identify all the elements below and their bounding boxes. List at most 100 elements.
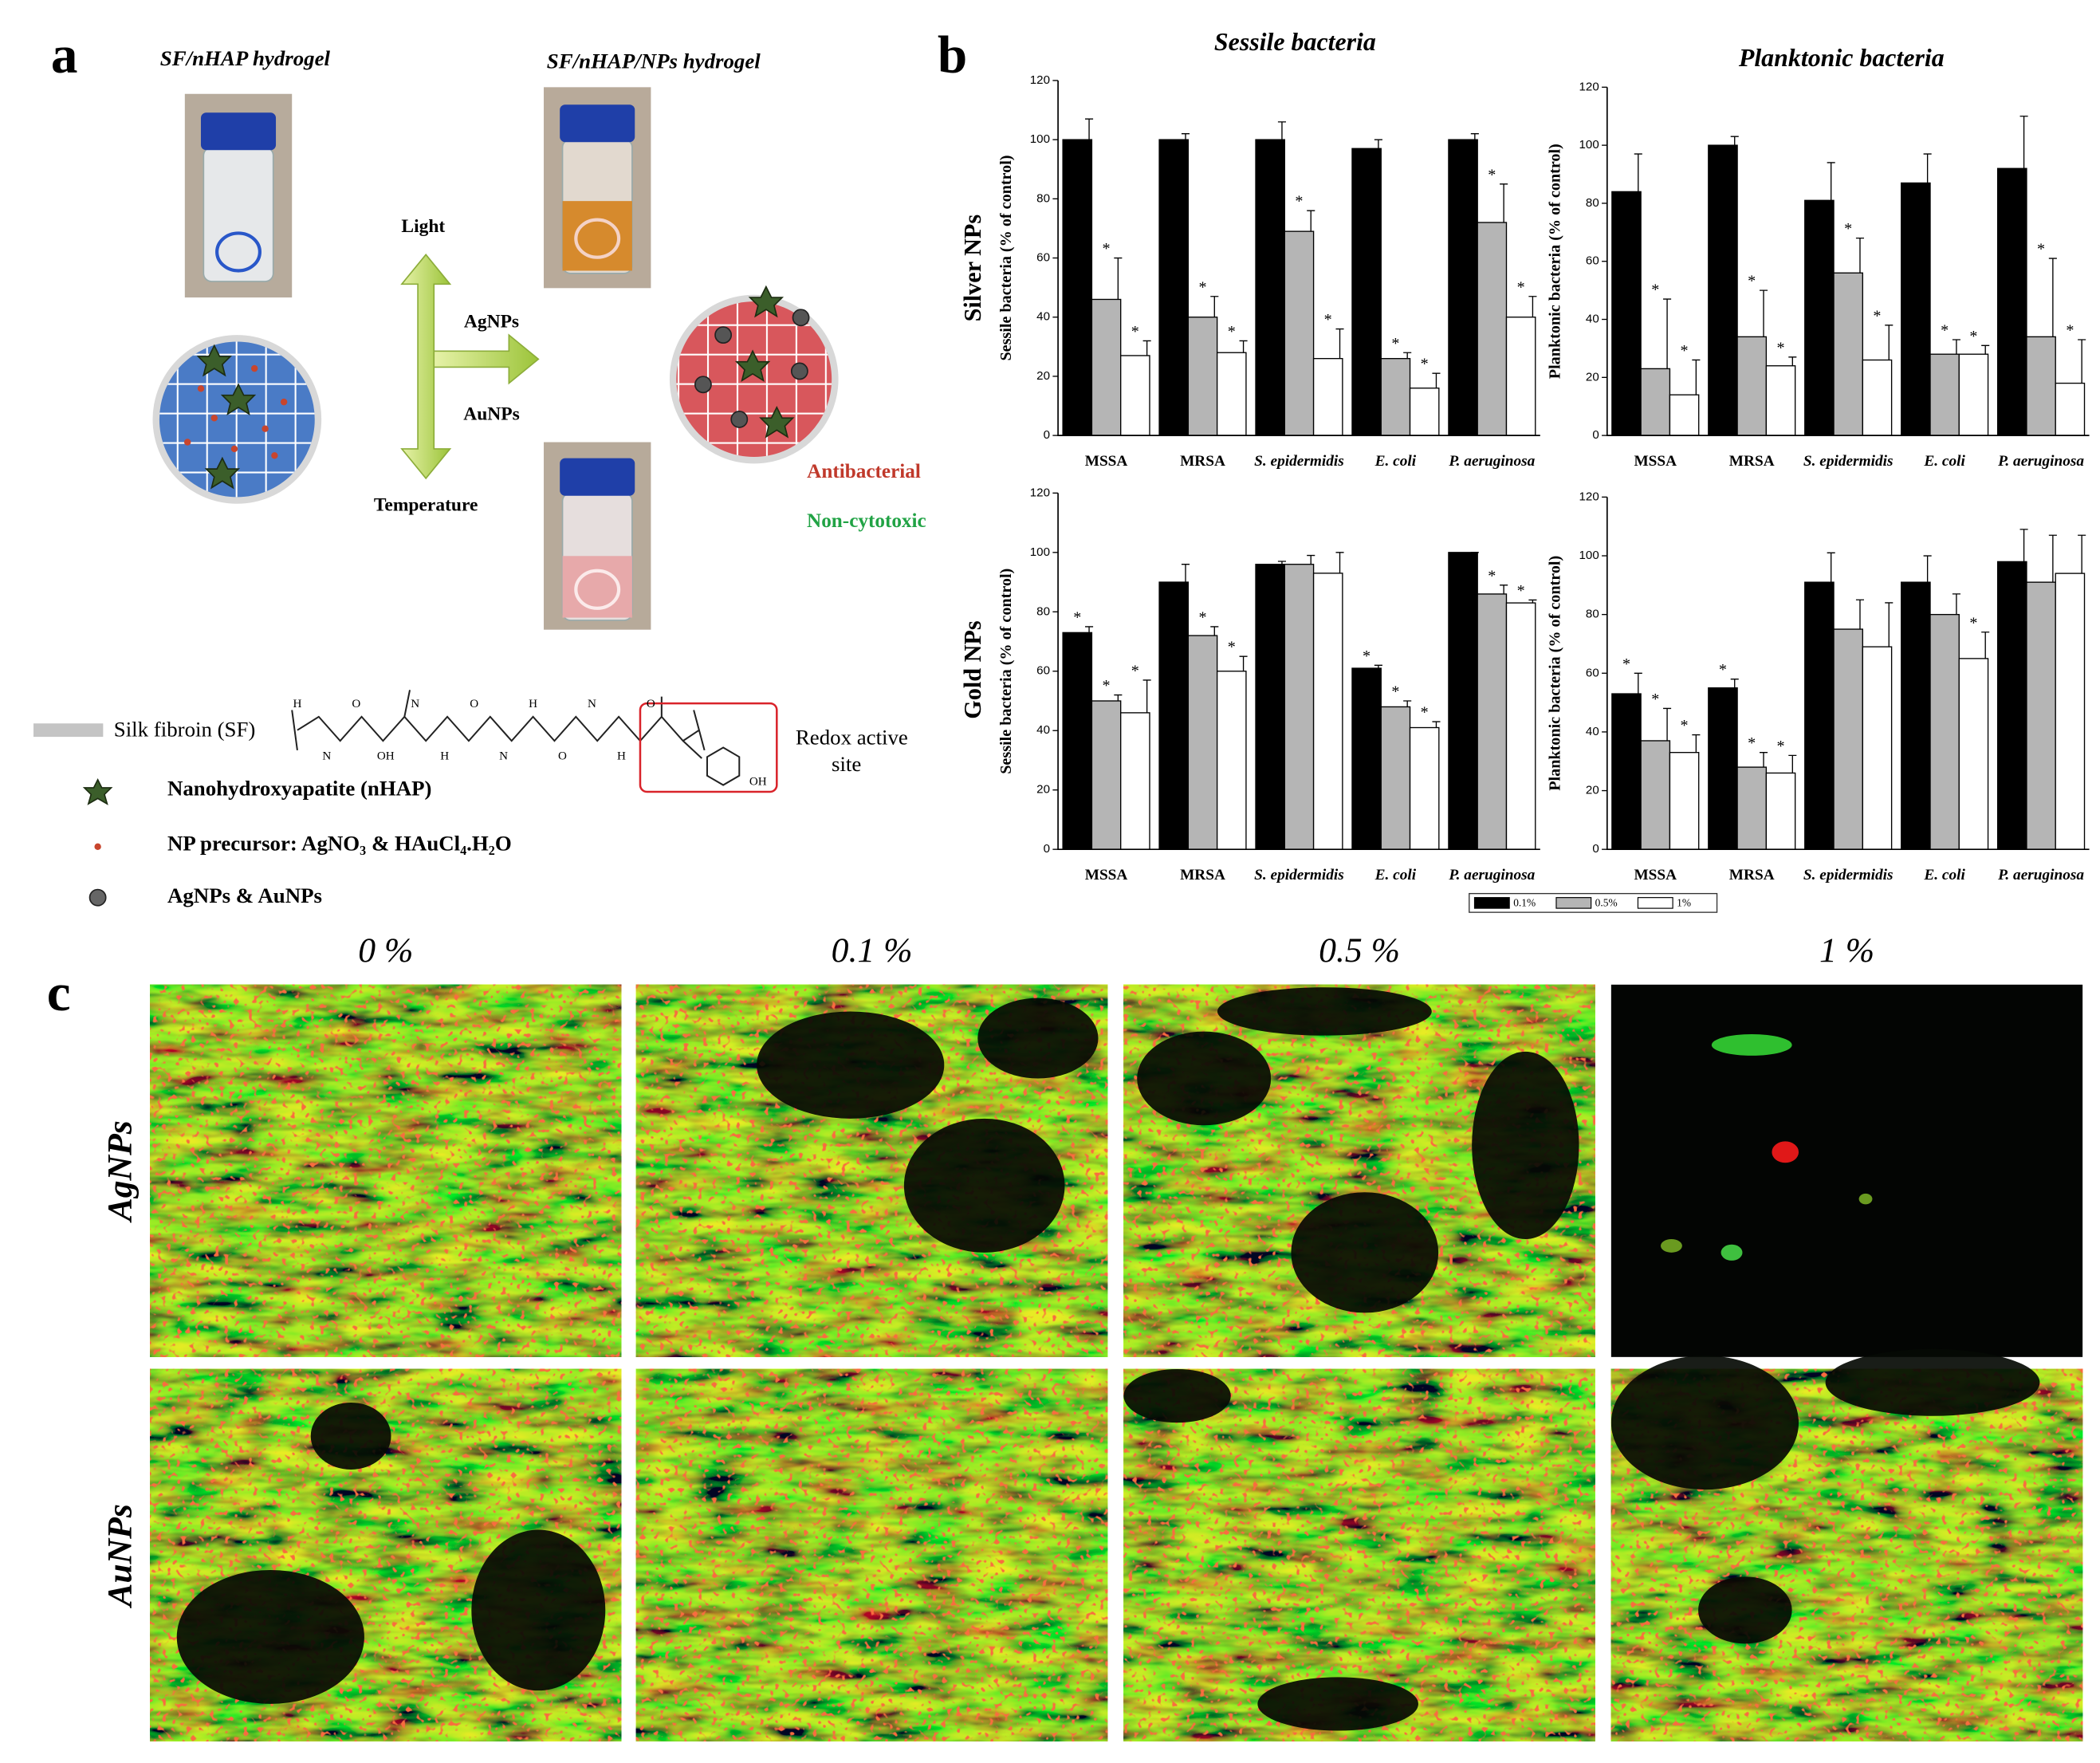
y-tick-label: 0: [1044, 842, 1050, 856]
error-bar: [1692, 734, 1701, 753]
bar: [1284, 564, 1315, 850]
significance-label: *: [1295, 193, 1303, 211]
bar: [1736, 766, 1768, 850]
panel-label: a: [51, 25, 78, 85]
atom-label: N: [499, 750, 508, 763]
error-bar: [1181, 133, 1190, 140]
legend-swatch: [1555, 897, 1592, 909]
column-header: 0 %: [358, 931, 413, 970]
x-tick-label: S. epidermidis: [1803, 867, 1894, 883]
bar: [1158, 581, 1190, 850]
x-tick-label: E. coli: [1923, 867, 1965, 883]
bar: [1216, 352, 1247, 436]
vial: [544, 442, 651, 630]
y-tick-label: 40: [1586, 313, 1599, 326]
significance-label: *: [1103, 240, 1111, 258]
panel-label: b: [938, 25, 967, 85]
significance-label: *: [1488, 166, 1496, 183]
micrograph: [150, 1368, 622, 1741]
bar: [1409, 388, 1440, 436]
error-bar: [1528, 599, 1537, 604]
bar: [1380, 706, 1411, 850]
arrow-label: Temperature: [374, 495, 478, 516]
y-axis-label: Planktonic bacteria (% of control): [1547, 556, 1564, 791]
bar: [1611, 693, 1642, 850]
significance-label: *: [1776, 738, 1784, 755]
y-tick-label: 100: [1030, 132, 1050, 146]
nuclei-texture: [150, 984, 622, 1357]
bar: [1765, 365, 1796, 436]
bar: [1477, 593, 1508, 850]
y-tick-label: 120: [1579, 490, 1599, 503]
bar: [2055, 573, 2086, 850]
error-bar: [1085, 118, 1094, 140]
error-bar: [1952, 339, 1960, 355]
bar: [1669, 752, 1700, 850]
error-bar: [1788, 754, 1797, 773]
y-tick-label: 120: [1030, 486, 1050, 499]
significance-label: *: [2037, 241, 2045, 258]
bar: [2055, 382, 2086, 436]
x-tick-label: S. epidermidis: [1254, 867, 1344, 883]
cell-cluster: [1772, 1141, 1799, 1163]
column-header: 0.5 %: [1319, 931, 1400, 970]
y-tick-label: 0: [1592, 428, 1599, 442]
x-tick-label: S. epidermidis: [1803, 453, 1894, 470]
bar: [1996, 167, 2027, 436]
error-bar: [2019, 529, 2028, 562]
significance-label: *: [1719, 661, 1727, 679]
error-bar: [1335, 328, 1344, 359]
legend-label: Nanohydroxyapatite (nHAP): [167, 776, 432, 800]
bar: [1765, 772, 1796, 850]
atom-label: H: [293, 698, 301, 710]
void-region: [1217, 987, 1432, 1036]
error-bar: [1827, 552, 1835, 583]
panel-c: c 0 % 0.1 % 0.5 % 1 % AgNPs AuNPs: [47, 931, 2083, 1741]
error-bar: [1730, 678, 1739, 688]
void-region: [471, 1529, 606, 1691]
significance-label: *: [1391, 683, 1399, 701]
bar: [1804, 199, 1835, 436]
panel-label: c: [47, 962, 71, 1022]
axis-line: [1606, 87, 2090, 436]
error-bar: [1981, 632, 1990, 659]
void-region: [977, 998, 1099, 1079]
y-tick-label: 20: [1586, 370, 1599, 384]
significance-label: *: [1776, 339, 1784, 356]
y-tick-label: 80: [1036, 604, 1050, 618]
cell-cluster: [1858, 1193, 1873, 1205]
panel-a: a SF/nHAP hydrogel SF/nHAP/NPs hydrogel: [33, 25, 926, 907]
sf-swatch: [33, 723, 104, 738]
void-region: [1137, 1031, 1272, 1126]
row-header: AuNPs: [101, 1504, 140, 1609]
error-bar: [1403, 700, 1412, 707]
redox-label: Redox active: [796, 726, 908, 750]
bar: [1901, 182, 1931, 436]
bar: [1158, 139, 1190, 436]
significance-label: *: [1844, 220, 1852, 238]
significance-label: *: [1198, 278, 1206, 296]
error-bar: [1759, 289, 1768, 337]
legend-label: NP precursor: AgNO₃ & HAuCl₄.H₂O: [167, 831, 512, 855]
bar: [1312, 357, 1343, 436]
error-bar: [1277, 561, 1286, 565]
error-bar: [1432, 721, 1441, 728]
void-region: [1825, 1348, 2040, 1416]
void-region: [176, 1569, 364, 1704]
error-bar: [1759, 752, 1768, 768]
significance-label: *: [1681, 342, 1689, 360]
x-tick-label: P. aeruginosa: [1997, 453, 2084, 470]
error-bar: [1142, 340, 1151, 356]
bar: [1611, 191, 1642, 436]
void-region: [1291, 1192, 1439, 1313]
micrograph: [1123, 984, 1595, 1357]
error-bar: [1114, 694, 1123, 702]
cell-cluster: [1661, 1239, 1682, 1253]
bar: [2026, 336, 2056, 436]
error-bar: [1885, 602, 1894, 647]
significance-label: *: [1873, 307, 1881, 325]
y-tick-label: 60: [1586, 254, 1599, 268]
bar: [1929, 353, 1960, 436]
micrograph: [1610, 984, 2083, 1357]
